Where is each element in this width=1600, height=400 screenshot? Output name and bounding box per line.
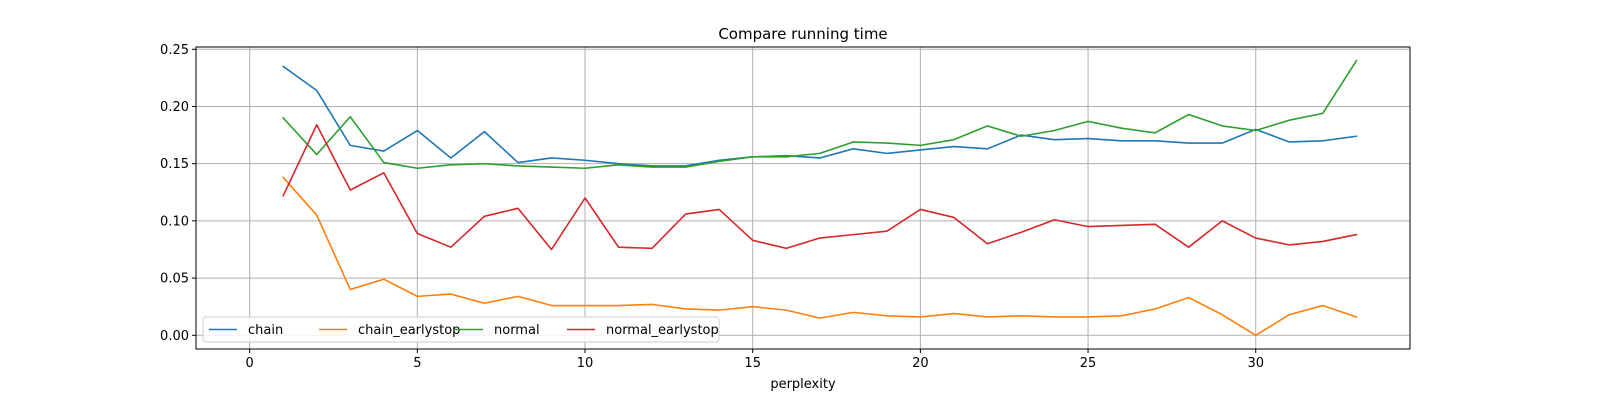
- y-tick-label: 0.20: [160, 100, 189, 115]
- series-line-chain-earlystop: [282, 176, 1358, 337]
- chart-title: Compare running time: [718, 25, 887, 43]
- y-tick-label: 0.25: [160, 43, 189, 58]
- legend-label: chain: [248, 323, 283, 338]
- grid: [196, 47, 1410, 349]
- series-line-normal: [282, 59, 1358, 170]
- legend-label: normal_earlystop: [606, 323, 719, 338]
- x-tick-label: 5: [413, 356, 421, 371]
- series-line-chain: [282, 65, 1358, 167]
- series-line-normal-earlystop: [282, 123, 1358, 251]
- x-tick-label: 25: [1080, 356, 1097, 371]
- x-axis-label: perplexity: [770, 377, 836, 392]
- x-tick-label: 20: [912, 356, 929, 371]
- y-tick-label: 0.15: [160, 157, 189, 172]
- series-layer: [282, 59, 1358, 337]
- y-tick-label: 0.00: [160, 329, 189, 344]
- y-tick-label: 0.10: [160, 214, 189, 229]
- ticks: 0 5 10 15 20 25 30 0.00 0.05 0.10 0.15 0.20 0.25: [160, 43, 1264, 371]
- x-tick-label: 30: [1247, 356, 1264, 371]
- legend: chain chain_earlystop normal normal_earlyst…: [202, 316, 720, 343]
- legend-label: chain_earlystop: [358, 323, 460, 338]
- x-tick-label: 0: [246, 356, 254, 371]
- legend-label: normal: [494, 323, 540, 338]
- x-tick-label: 15: [744, 356, 761, 371]
- plot-frame: [195, 46, 1411, 350]
- x-tick-label: 10: [577, 356, 594, 371]
- y-tick-label: 0.05: [160, 272, 189, 287]
